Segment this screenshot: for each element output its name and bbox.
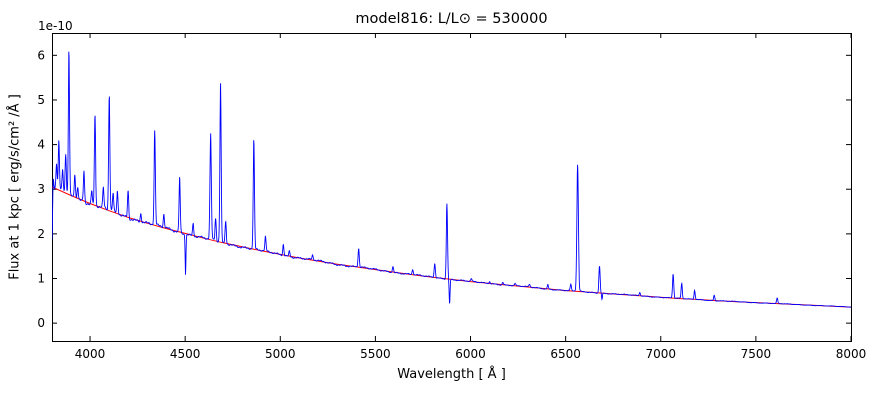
y-tick-label: 3	[37, 182, 45, 196]
y-axis-offset-text: 1e-10	[38, 19, 73, 33]
x-tick-label: 4500	[170, 347, 201, 361]
x-tick-label: 6000	[455, 347, 486, 361]
x-tick-label: 7500	[741, 347, 772, 361]
x-tick-label: 5000	[265, 347, 296, 361]
plot-title: model816: L/L⊙ = 530000	[355, 11, 548, 27]
y-tick-label: 6	[37, 48, 45, 62]
y-tick-label: 2	[37, 227, 45, 241]
x-tick-label: 4000	[75, 347, 106, 361]
x-axis-label: Wavelength [ Å ]	[397, 367, 506, 382]
y-tick-label: 0	[37, 316, 45, 330]
spectrum-line	[52, 51, 851, 308]
x-tick-label: 7000	[645, 347, 676, 361]
plot-frame	[52, 33, 852, 342]
y-tick-label: 4	[37, 138, 45, 152]
y-tick-label: 5	[37, 93, 45, 107]
x-tick-label: 6500	[550, 347, 581, 361]
y-tick-label: 1	[37, 272, 45, 286]
y-axis-label: Flux at 1 kpc [ erg/s/cm² /Å ]	[7, 94, 23, 280]
x-tick-label: 5500	[360, 347, 391, 361]
continuum-line	[52, 186, 851, 308]
x-tick-label: 8000	[836, 347, 867, 361]
